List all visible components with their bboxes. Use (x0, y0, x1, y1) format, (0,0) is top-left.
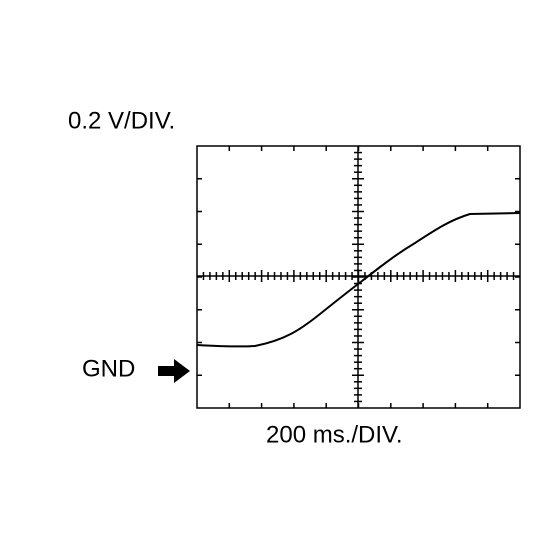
waveform (196, 212, 521, 348)
ground-arrow (158, 359, 190, 383)
voltage-scale: 0.2 V/DIV. (68, 107, 175, 134)
time-scale: 200 ms./DIV. (266, 421, 403, 448)
graticule (196, 145, 521, 409)
ground-label: GND (82, 355, 135, 382)
